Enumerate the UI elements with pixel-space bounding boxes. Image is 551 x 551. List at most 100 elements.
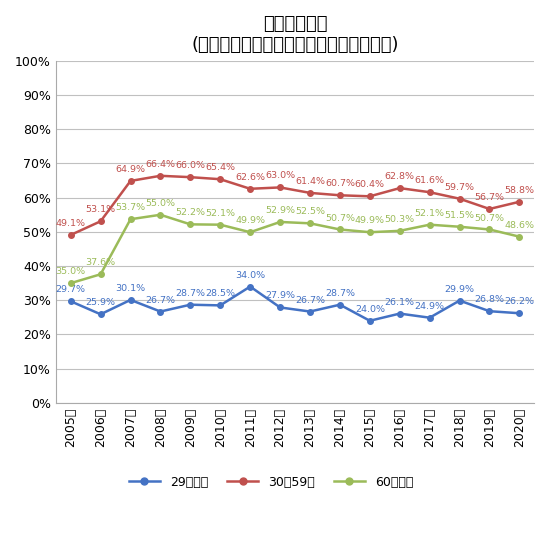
60歳以上 bbox=[456, 224, 463, 230]
Text: 49.9%: 49.9% bbox=[355, 217, 385, 225]
Text: 28.7%: 28.7% bbox=[175, 289, 206, 298]
30〜59歳 bbox=[486, 206, 493, 212]
Line: 30〜59歳: 30〜59歳 bbox=[68, 173, 522, 237]
Text: 28.5%: 28.5% bbox=[206, 289, 235, 299]
Text: 60.7%: 60.7% bbox=[325, 179, 355, 188]
60歳以上 bbox=[486, 226, 493, 233]
30〜59歳 bbox=[127, 177, 134, 184]
Text: 60.4%: 60.4% bbox=[355, 180, 385, 190]
29歳以下 bbox=[187, 301, 193, 308]
30〜59歳 bbox=[396, 185, 403, 191]
Text: 55.0%: 55.0% bbox=[145, 199, 175, 208]
29歳以下 bbox=[396, 310, 403, 317]
29歳以下 bbox=[127, 296, 134, 303]
29歳以下 bbox=[157, 308, 164, 315]
Text: 24.0%: 24.0% bbox=[355, 305, 385, 314]
Text: 52.1%: 52.1% bbox=[206, 209, 235, 218]
29歳以下 bbox=[337, 301, 343, 308]
30〜59歳 bbox=[307, 190, 314, 196]
Text: 29.7%: 29.7% bbox=[56, 285, 86, 294]
60歳以上 bbox=[217, 222, 224, 228]
Text: 49.9%: 49.9% bbox=[235, 217, 265, 225]
30〜59歳 bbox=[277, 184, 283, 191]
Text: 52.9%: 52.9% bbox=[265, 206, 295, 215]
60歳以上 bbox=[337, 226, 343, 233]
30〜59歳 bbox=[187, 174, 193, 181]
Title: 乗用車普及率
(総世帯、新車で購入、世帯主年齢階層別): 乗用車普及率 (総世帯、新車で購入、世帯主年齢階層別) bbox=[191, 15, 399, 54]
29歳以下 bbox=[277, 304, 283, 311]
30〜59歳 bbox=[456, 196, 463, 202]
Text: 50.3%: 50.3% bbox=[385, 215, 415, 224]
Text: 26.7%: 26.7% bbox=[295, 295, 325, 305]
Text: 63.0%: 63.0% bbox=[265, 171, 295, 181]
60歳以上 bbox=[307, 220, 314, 226]
29歳以下 bbox=[426, 315, 433, 321]
Text: 53.1%: 53.1% bbox=[85, 206, 116, 214]
Text: 52.5%: 52.5% bbox=[295, 207, 325, 217]
Text: 56.7%: 56.7% bbox=[474, 193, 505, 202]
Text: 52.2%: 52.2% bbox=[175, 208, 206, 218]
Text: 49.1%: 49.1% bbox=[56, 219, 86, 228]
29歳以下 bbox=[217, 302, 224, 309]
30〜59歳 bbox=[426, 189, 433, 196]
Text: 24.9%: 24.9% bbox=[415, 302, 445, 311]
Text: 65.4%: 65.4% bbox=[206, 163, 235, 172]
60歳以上 bbox=[98, 271, 104, 278]
Text: 64.9%: 64.9% bbox=[116, 165, 145, 174]
Text: 26.8%: 26.8% bbox=[474, 295, 505, 304]
Text: 66.0%: 66.0% bbox=[175, 161, 206, 170]
29歳以下 bbox=[456, 298, 463, 304]
Text: 51.5%: 51.5% bbox=[445, 211, 474, 220]
30〜59歳 bbox=[366, 193, 373, 199]
Text: 37.6%: 37.6% bbox=[85, 258, 116, 267]
60歳以上 bbox=[516, 234, 523, 240]
29歳以下 bbox=[366, 317, 373, 324]
Text: 53.7%: 53.7% bbox=[116, 203, 145, 212]
30〜59歳 bbox=[516, 198, 523, 205]
60歳以上 bbox=[247, 229, 253, 235]
30〜59歳 bbox=[217, 176, 224, 182]
Text: 58.8%: 58.8% bbox=[504, 186, 534, 195]
29歳以下 bbox=[247, 283, 253, 290]
Text: 50.7%: 50.7% bbox=[474, 214, 505, 223]
Text: 30.1%: 30.1% bbox=[116, 284, 145, 293]
60歳以上 bbox=[127, 216, 134, 223]
29歳以下 bbox=[486, 308, 493, 315]
Text: 61.4%: 61.4% bbox=[295, 177, 325, 186]
29歳以下 bbox=[98, 311, 104, 317]
Text: 66.4%: 66.4% bbox=[145, 160, 175, 169]
60歳以上 bbox=[366, 229, 373, 235]
60歳以上 bbox=[157, 212, 164, 218]
Text: 62.6%: 62.6% bbox=[235, 173, 265, 182]
29歳以下 bbox=[516, 310, 523, 317]
30〜59歳 bbox=[67, 231, 74, 238]
30〜59歳 bbox=[337, 192, 343, 198]
60歳以上 bbox=[67, 280, 74, 287]
60歳以上 bbox=[277, 219, 283, 225]
29歳以下 bbox=[307, 308, 314, 315]
Line: 29歳以下: 29歳以下 bbox=[68, 284, 522, 323]
Text: 25.9%: 25.9% bbox=[85, 298, 116, 307]
Text: 35.0%: 35.0% bbox=[56, 267, 86, 276]
60歳以上 bbox=[187, 221, 193, 228]
60歳以上 bbox=[426, 222, 433, 228]
Text: 48.6%: 48.6% bbox=[504, 221, 534, 230]
30〜59歳 bbox=[157, 172, 164, 179]
30〜59歳 bbox=[98, 218, 104, 225]
Text: 62.8%: 62.8% bbox=[385, 172, 415, 181]
30〜59歳 bbox=[247, 186, 253, 192]
Text: 61.6%: 61.6% bbox=[415, 176, 445, 185]
Text: 26.2%: 26.2% bbox=[504, 298, 534, 306]
Line: 60歳以上: 60歳以上 bbox=[68, 212, 522, 286]
Text: 27.9%: 27.9% bbox=[265, 291, 295, 300]
60歳以上 bbox=[396, 228, 403, 234]
Text: 50.7%: 50.7% bbox=[325, 214, 355, 223]
Text: 26.7%: 26.7% bbox=[145, 295, 175, 305]
Text: 29.9%: 29.9% bbox=[445, 285, 474, 294]
29歳以下 bbox=[67, 298, 74, 305]
Text: 28.7%: 28.7% bbox=[325, 289, 355, 298]
Text: 26.1%: 26.1% bbox=[385, 298, 415, 307]
Text: 52.1%: 52.1% bbox=[415, 209, 445, 218]
Text: 34.0%: 34.0% bbox=[235, 271, 265, 280]
Text: 59.7%: 59.7% bbox=[445, 183, 474, 192]
